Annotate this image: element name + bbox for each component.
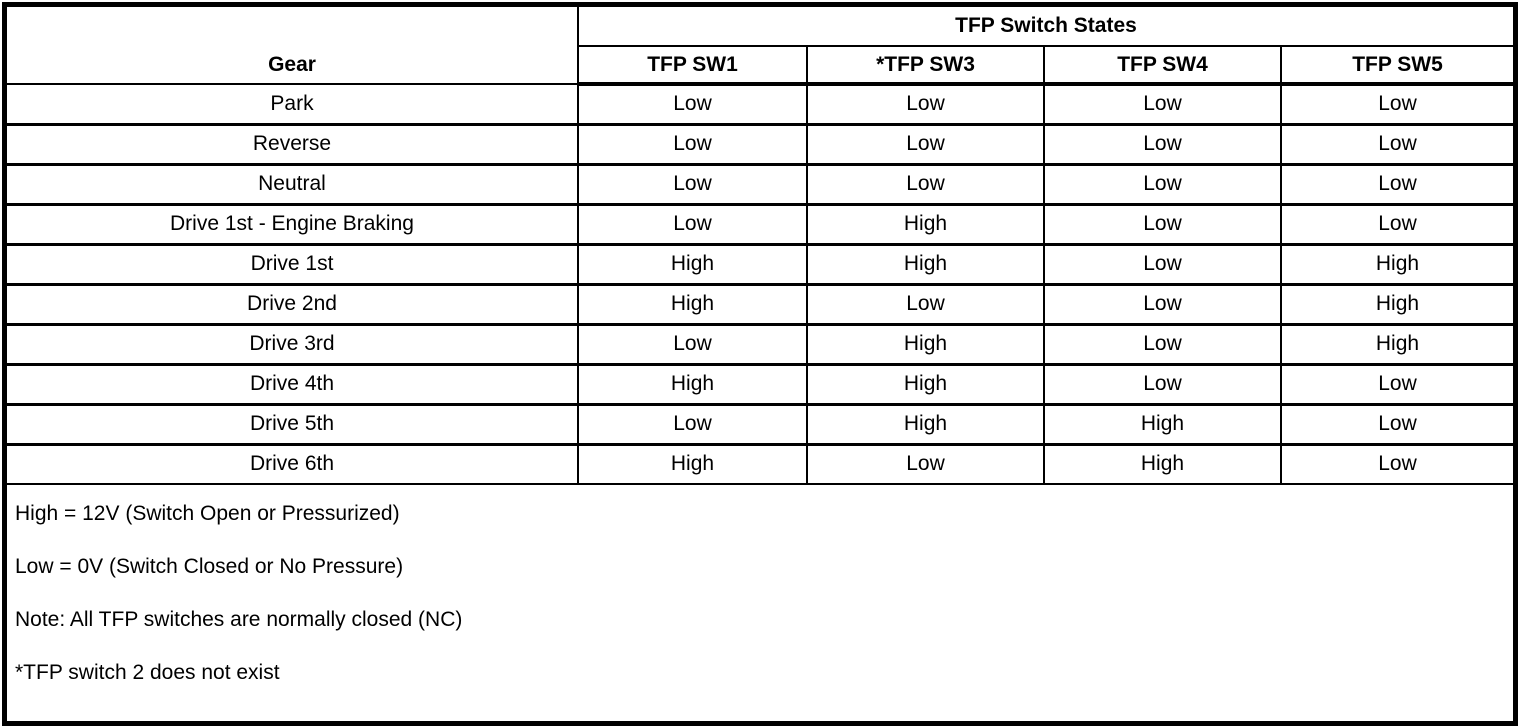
- state-cell: Low: [1043, 203, 1282, 246]
- state-cell: Low: [1043, 243, 1282, 286]
- gear-cell: Neutral: [7, 163, 579, 206]
- gear-cell: Drive 4th: [7, 363, 579, 406]
- state-cell: Low: [577, 83, 808, 126]
- state-cell: High: [1280, 283, 1513, 326]
- table-row: Drive 6th High Low High Low: [7, 443, 1513, 485]
- state-cell: Low: [806, 163, 1045, 206]
- state-cell: Low: [577, 323, 808, 366]
- gear-cell: Drive 1st - Engine Braking: [7, 203, 579, 246]
- column-header-tfp-sw3: *TFP SW3: [806, 45, 1045, 86]
- table-row: Drive 3rd Low High Low High: [7, 323, 1513, 366]
- group-header-tfp-switch-states: TFP Switch States: [577, 7, 1513, 47]
- state-cell: Low: [1280, 163, 1513, 206]
- table-row: Drive 2nd High Low Low High: [7, 283, 1513, 326]
- note-switch2-does-not-exist: *TFP switch 2 does not exist: [15, 660, 280, 684]
- state-cell: Low: [1043, 123, 1282, 166]
- state-cell: Low: [1280, 443, 1513, 485]
- state-cell: High: [806, 363, 1045, 406]
- table-row: Park Low Low Low Low: [7, 83, 1513, 126]
- table-row: Reverse Low Low Low Low: [7, 123, 1513, 166]
- state-cell: High: [577, 443, 808, 485]
- note-high-definition: High = 12V (Switch Open or Pressurized): [15, 501, 400, 525]
- state-cell: Low: [1043, 163, 1282, 206]
- table-row: Drive 4th High High Low Low: [7, 363, 1513, 406]
- gear-cell: Drive 1st: [7, 243, 579, 286]
- state-cell: Low: [806, 83, 1045, 126]
- state-cell: High: [806, 403, 1045, 446]
- gear-cell: Park: [7, 83, 579, 126]
- state-cell: Low: [1043, 83, 1282, 126]
- state-cell: Low: [1280, 123, 1513, 166]
- state-cell: High: [1043, 403, 1282, 446]
- tfp-switch-states-table: Gear TFP Switch States TFP SW1 *TFP SW3 …: [7, 7, 1513, 485]
- state-cell: High: [1280, 243, 1513, 286]
- table-row: Neutral Low Low Low Low: [7, 163, 1513, 206]
- state-cell: Low: [806, 443, 1045, 485]
- state-cell: High: [577, 283, 808, 326]
- note-low-definition: Low = 0V (Switch Closed or No Pressure): [15, 554, 404, 578]
- state-cell: Low: [1043, 323, 1282, 366]
- state-cell: Low: [1043, 283, 1282, 326]
- column-header-tfp-sw5: TFP SW5: [1280, 45, 1513, 86]
- state-cell: High: [806, 323, 1045, 366]
- footnotes-section: High = 12V (Switch Open or Pressurized) …: [7, 485, 1513, 699]
- state-cell: Low: [577, 163, 808, 206]
- gear-column-header: Gear: [7, 7, 579, 85]
- gear-cell: Drive 3rd: [7, 323, 579, 366]
- state-cell: High: [577, 243, 808, 286]
- state-cell: High: [806, 203, 1045, 246]
- table-row: Drive 1st - Engine Braking Low High Low …: [7, 203, 1513, 246]
- gear-cell: Drive 5th: [7, 403, 579, 446]
- state-cell: Low: [1280, 203, 1513, 246]
- table-row: Drive 5th Low High High Low: [7, 403, 1513, 446]
- state-cell: Low: [577, 123, 808, 166]
- state-cell: Low: [1043, 363, 1282, 406]
- state-cell: Low: [1280, 363, 1513, 406]
- gear-cell: Reverse: [7, 123, 579, 166]
- note-normally-closed: Note: All TFP switches are normally clos…: [15, 607, 463, 631]
- state-cell: High: [577, 363, 808, 406]
- state-cell: Low: [806, 283, 1045, 326]
- table-row: Drive 1st High High Low High: [7, 243, 1513, 286]
- column-header-tfp-sw1: TFP SW1: [578, 45, 808, 86]
- column-header-tfp-sw4: TFP SW4: [1043, 45, 1282, 86]
- state-cell: Low: [806, 123, 1045, 166]
- state-cell: Low: [577, 203, 808, 246]
- gear-cell: Drive 2nd: [7, 283, 579, 326]
- state-cell: Low: [577, 403, 808, 446]
- state-cell: Low: [1280, 403, 1513, 446]
- state-cell: High: [1043, 443, 1282, 485]
- state-cell: Low: [1280, 83, 1513, 126]
- state-cell: High: [806, 243, 1045, 286]
- state-cell: High: [1280, 323, 1513, 366]
- gear-cell: Drive 6th: [7, 443, 579, 485]
